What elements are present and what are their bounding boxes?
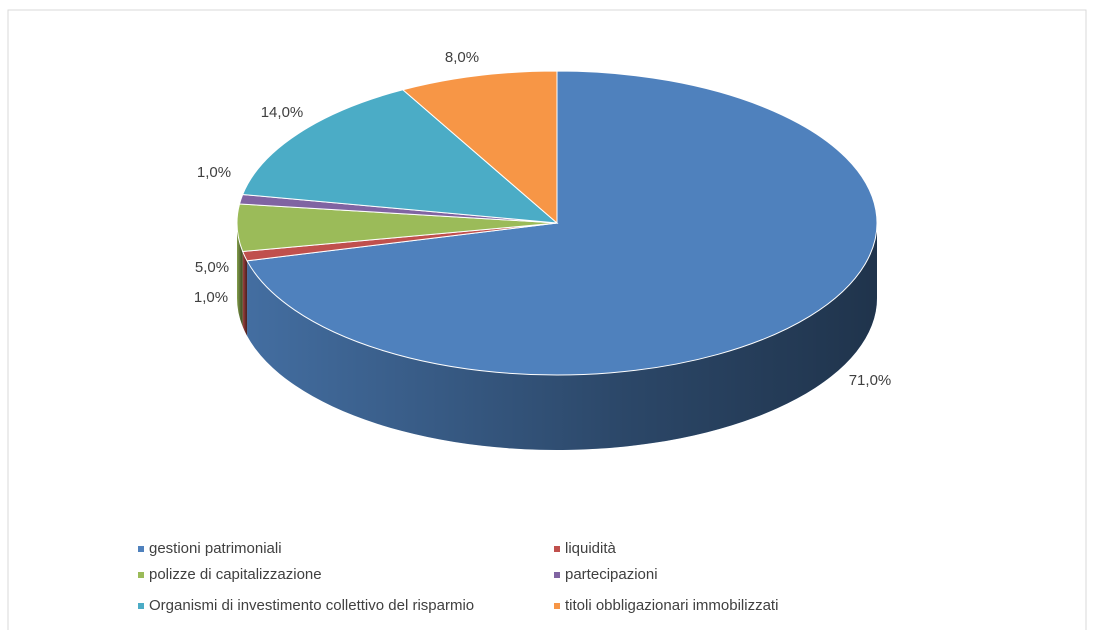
data-label: 1,0% — [197, 164, 231, 181]
pie-slice — [241, 89, 559, 224]
legend-marker — [138, 546, 144, 552]
legend-label: gestioni patrimoniali — [149, 540, 282, 557]
legend-label: partecipazioni — [565, 566, 658, 583]
legend-marker — [554, 546, 560, 552]
legend-marker — [554, 572, 560, 578]
legend-label: liquidità — [565, 540, 617, 557]
data-label: 14,0% — [261, 104, 304, 121]
legend-label: Organismi di investimento collettivo del… — [149, 597, 474, 614]
data-label: 1,0% — [194, 289, 228, 306]
pie-slice — [401, 70, 558, 225]
pie-slice — [246, 70, 878, 376]
legend-label: titoli obbligazionari immobilizzati — [565, 597, 778, 614]
legend-marker — [138, 603, 144, 609]
data-label: 8,0% — [445, 49, 479, 66]
legend-label: polizze di capitalizzazione — [149, 566, 322, 583]
legend-marker — [138, 572, 144, 578]
data-label: 5,0% — [195, 259, 229, 276]
legend-marker — [554, 603, 560, 609]
data-label: 71,0% — [849, 372, 892, 389]
pie-side-shade — [247, 223, 878, 451]
pie-side-shade — [242, 251, 248, 336]
